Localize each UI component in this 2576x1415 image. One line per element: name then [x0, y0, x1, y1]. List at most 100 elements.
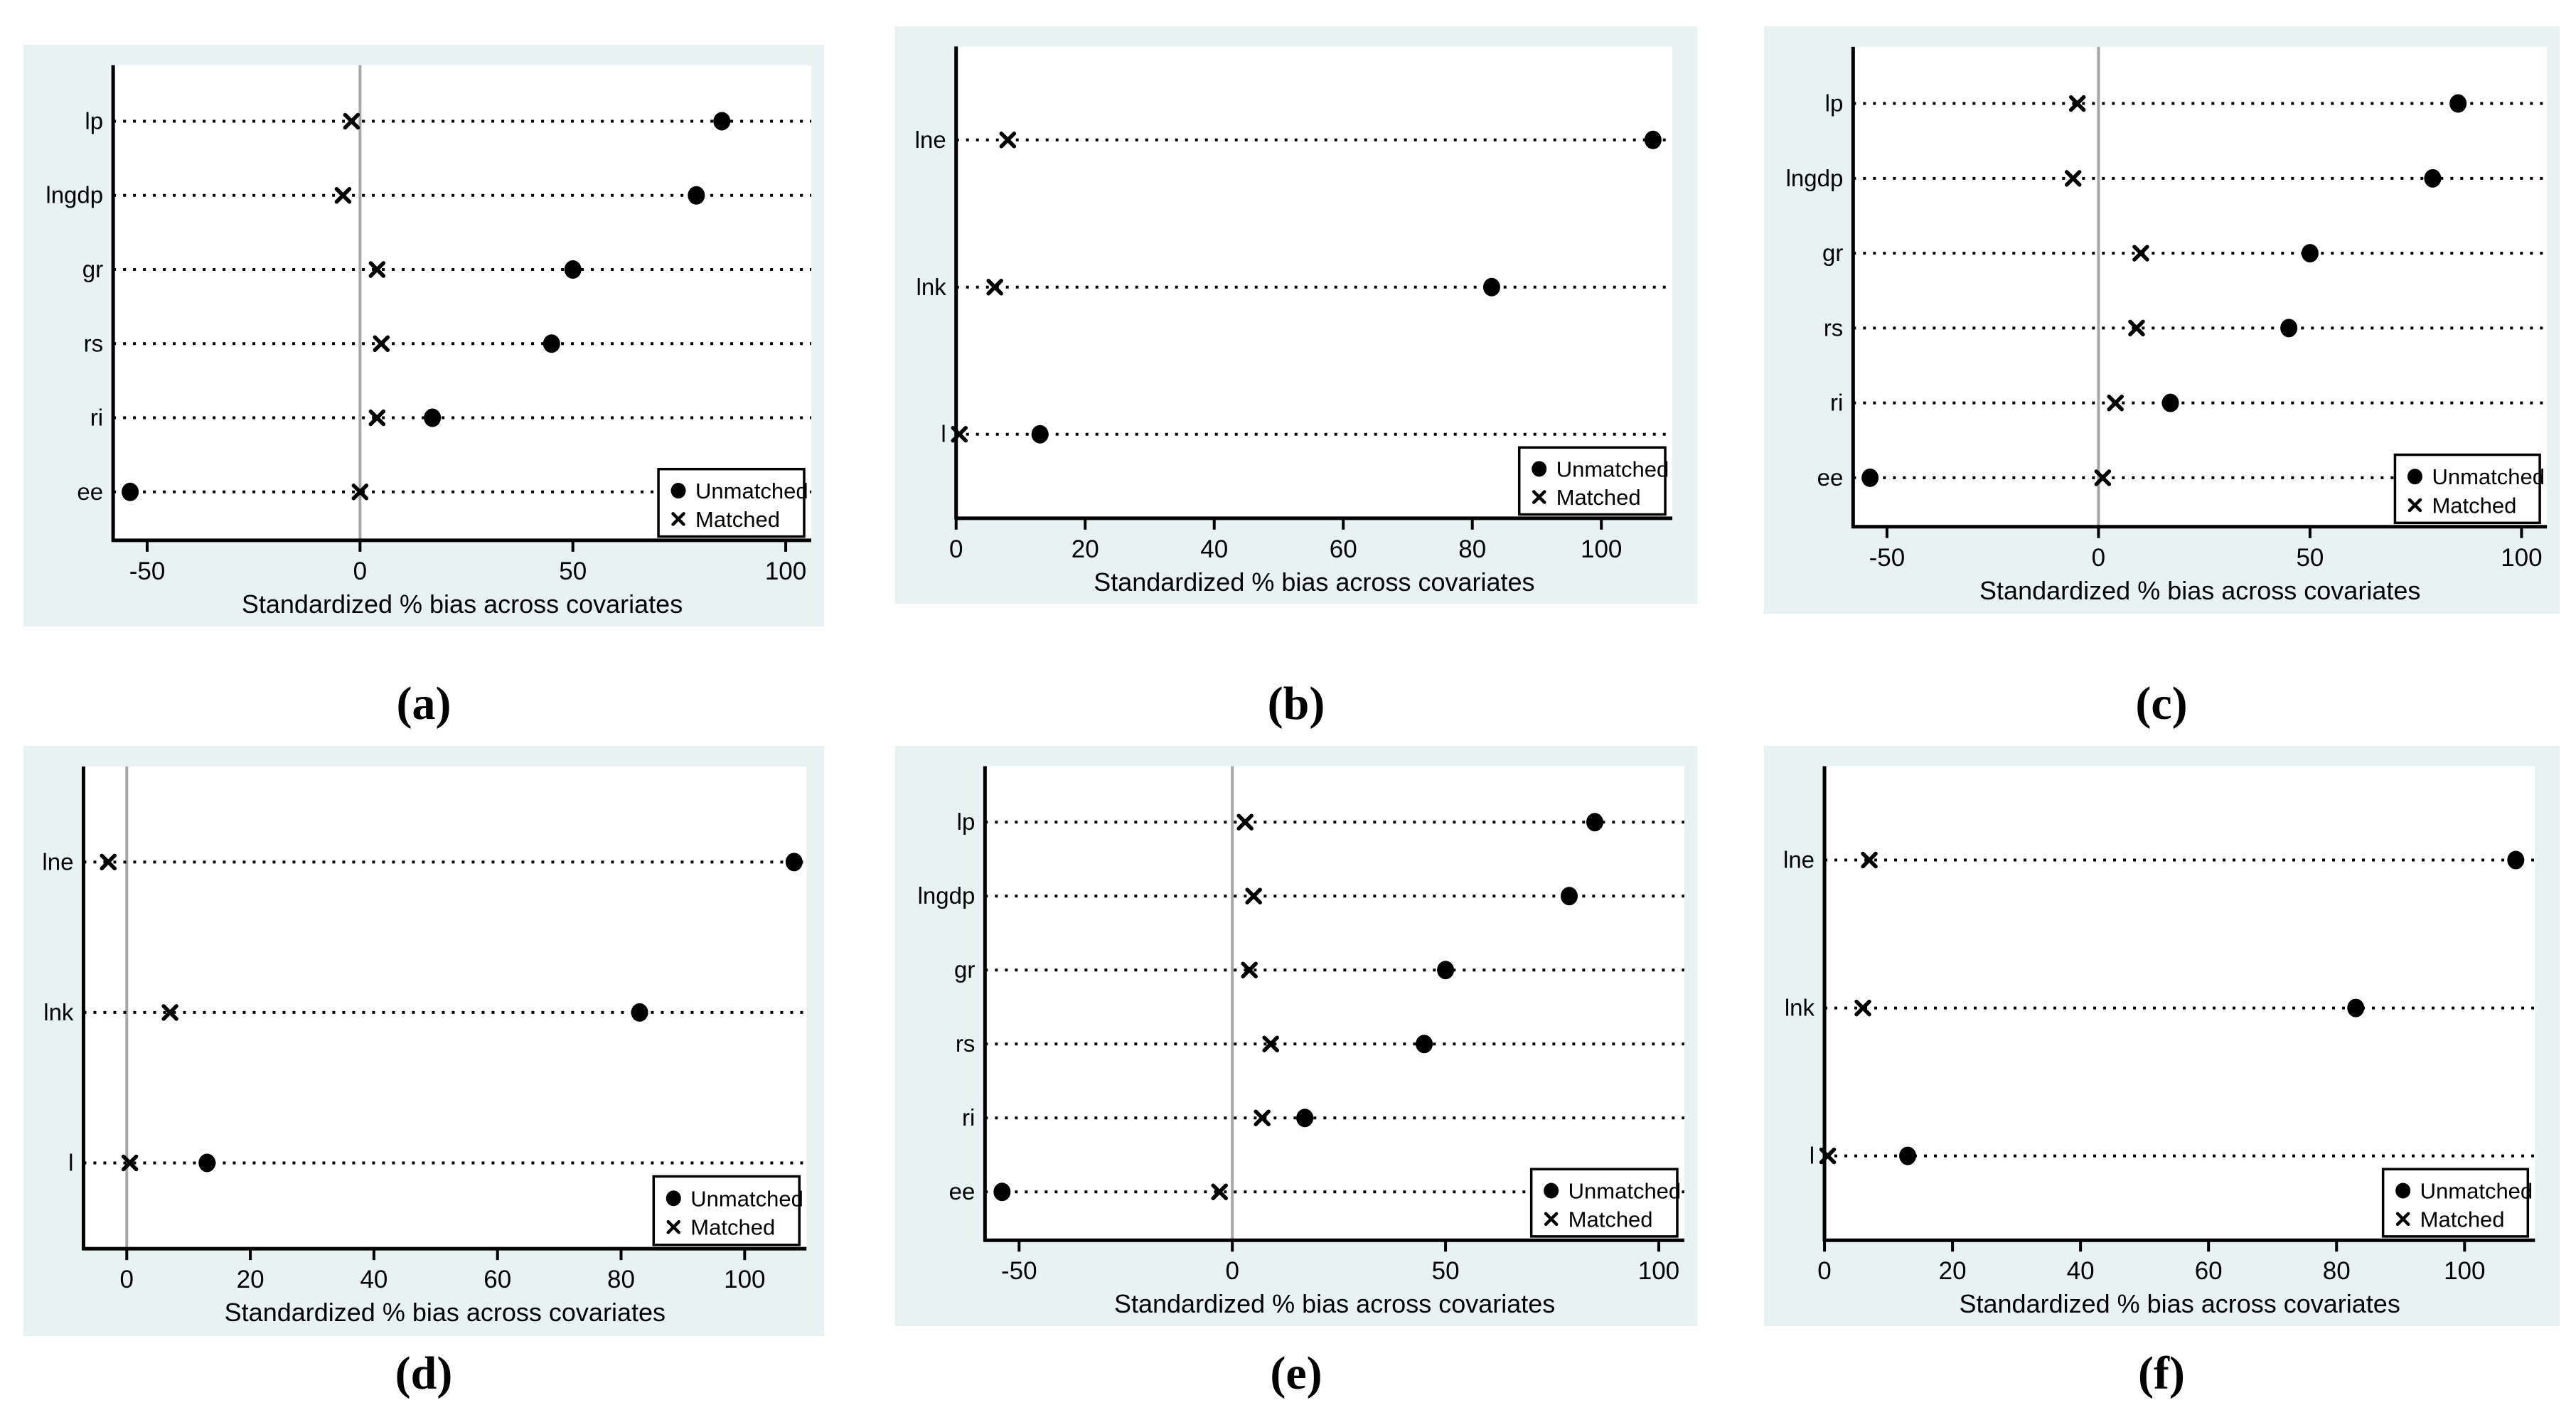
legend-matched-label: Matched	[690, 1215, 775, 1240]
x-tick-label: 40	[2067, 1257, 2095, 1285]
unmatched-marker	[564, 260, 582, 279]
unmatched-marker	[1561, 887, 1578, 906]
x-tick-label: 80	[607, 1266, 635, 1293]
matched-marker	[1854, 999, 1871, 1017]
legend-unmatched-marker-icon	[2407, 469, 2422, 485]
legend-unmatched-label: Unmatched	[2432, 464, 2545, 489]
y-axis-label-rs: rs	[84, 330, 104, 356]
unmatched-marker	[122, 482, 139, 501]
legend-unmatched-marker-icon	[1544, 1182, 1559, 1199]
x-tick-label: 20	[1071, 535, 1099, 563]
x-tick-label: 50	[559, 557, 587, 585]
y-axis-label-lp: lp	[85, 107, 103, 134]
caption-d: (d)	[395, 1347, 453, 1399]
matched-marker	[986, 279, 1003, 296]
matched-marker	[1861, 851, 1878, 869]
legend-unmatched-label: Unmatched	[1556, 456, 1669, 481]
x-tick-label: 0	[353, 557, 367, 585]
y-axis-label-ri: ri	[90, 405, 103, 431]
panel-d-chart: lne lnk l 0 20 40 60 80 100 Standardized % bias a…	[23, 746, 824, 1336]
unmatched-marker	[1296, 1109, 1314, 1128]
caption-e: (e)	[1270, 1347, 1322, 1399]
legend-unmatched-label: Unmatched	[690, 1186, 803, 1211]
chart-svg-d: lne lnk l 0 20 40 60 80 100 Standardized % bias a…	[23, 746, 824, 1336]
matched-marker	[1262, 1035, 1279, 1052]
legend-matched-marker-icon	[1544, 1212, 1559, 1227]
unmatched-marker	[2301, 244, 2319, 263]
legend-matched-marker-icon	[671, 512, 685, 526]
matched-marker	[2128, 319, 2145, 337]
y-axis-label-lne: lne	[1783, 847, 1815, 873]
legend-unmatched-label: Unmatched	[2420, 1179, 2533, 1204]
matched-marker	[951, 425, 968, 443]
unmatched-marker	[993, 1182, 1011, 1202]
unmatched-marker	[2507, 850, 2525, 870]
unmatched-marker	[785, 853, 803, 872]
legend-matched-marker-icon	[2407, 498, 2422, 513]
x-tick-label: 80	[2323, 1257, 2351, 1285]
legend-matched-label: Matched	[2432, 493, 2516, 518]
legend-unmatched-marker-icon	[670, 483, 686, 499]
x-tick-label: -50	[1001, 1257, 1037, 1285]
y-axis-label-lngdp: lngdp	[1786, 165, 1844, 191]
x-tick-label: 60	[1330, 535, 1357, 563]
caption-f: (f)	[2138, 1347, 2185, 1399]
x-tick-label: 0	[2092, 544, 2105, 572]
y-axis-label-lnk: lnk	[43, 999, 74, 1025]
x-tick-label: 100	[2444, 1257, 2485, 1285]
legend-matched-label: Matched	[1568, 1207, 1653, 1232]
x-tick-label: -50	[129, 557, 166, 585]
legend-unmatched-marker-icon	[666, 1190, 681, 1207]
y-axis-label-lp: lp	[1825, 90, 1844, 117]
x-tick-label: 20	[1939, 1257, 1967, 1285]
matched-marker	[2068, 95, 2086, 112]
legend-unmatched-marker-icon	[2395, 1182, 2411, 1199]
unmatched-marker	[1482, 277, 1500, 297]
x-tick-label: 100	[1638, 1257, 1679, 1285]
x-tick-label: 0	[120, 1266, 134, 1293]
y-axis-label-gr: gr	[954, 956, 975, 983]
y-axis-label-ri: ri	[1830, 390, 1843, 416]
y-axis-label-l: l	[1810, 1143, 1815, 1169]
plot-area	[113, 65, 811, 540]
y-axis-label-ri: ri	[962, 1104, 975, 1131]
matched-marker	[2132, 245, 2149, 262]
unmatched-marker	[631, 1003, 648, 1022]
plot-area	[1824, 766, 2535, 1241]
legend-matched-label: Matched	[2420, 1207, 2505, 1232]
y-axis-label-l: l	[68, 1149, 73, 1175]
matched-marker	[368, 261, 386, 278]
legend-unmatched-label: Unmatched	[695, 479, 808, 503]
y-axis-label-lne: lne	[915, 127, 946, 153]
matched-marker	[373, 335, 390, 353]
legend-matched-marker-icon	[1532, 490, 1546, 504]
x-tick-label: 100	[724, 1266, 765, 1293]
y-axis-label-lngdp: lngdp	[46, 182, 103, 208]
y-axis-label-lngdp: lngdp	[918, 882, 976, 909]
matched-marker	[999, 132, 1017, 149]
unmatched-marker	[1644, 130, 1662, 149]
unmatched-marker	[1899, 1146, 1917, 1165]
x-tick-label: 60	[2195, 1257, 2223, 1285]
matched-marker	[334, 186, 352, 204]
matched-marker	[2094, 469, 2112, 486]
y-axis-label-ee: ee	[77, 479, 103, 505]
matched-marker	[100, 853, 117, 871]
chart-svg-e: lp lngdp gr rs ri ee -50 0 50 100 Standardized % b…	[895, 746, 1697, 1326]
y-axis-label-lp: lp	[957, 808, 976, 835]
matched-marker	[121, 1154, 139, 1172]
x-tick-label: 20	[237, 1266, 264, 1293]
panel-a-chart: lp lngdp gr rs ri ee -50 0 50 100 Standardized % b…	[23, 45, 824, 626]
matched-marker	[351, 484, 369, 501]
x-tick-label: 100	[2501, 544, 2542, 572]
matched-marker	[161, 1004, 178, 1021]
panel-e-chart: lp lngdp gr rs ri ee -50 0 50 100 Standardized % b…	[895, 746, 1697, 1326]
x-axis-title: Standardized % bias across covariates	[1979, 576, 2420, 605]
y-axis-label-lne: lne	[42, 848, 73, 875]
matched-marker	[1236, 813, 1254, 831]
unmatched-marker	[198, 1153, 216, 1173]
matched-marker	[1819, 1147, 1837, 1165]
unmatched-marker	[1416, 1035, 1433, 1054]
caption-c: (c)	[2135, 678, 2188, 730]
unmatched-marker	[2424, 169, 2442, 188]
